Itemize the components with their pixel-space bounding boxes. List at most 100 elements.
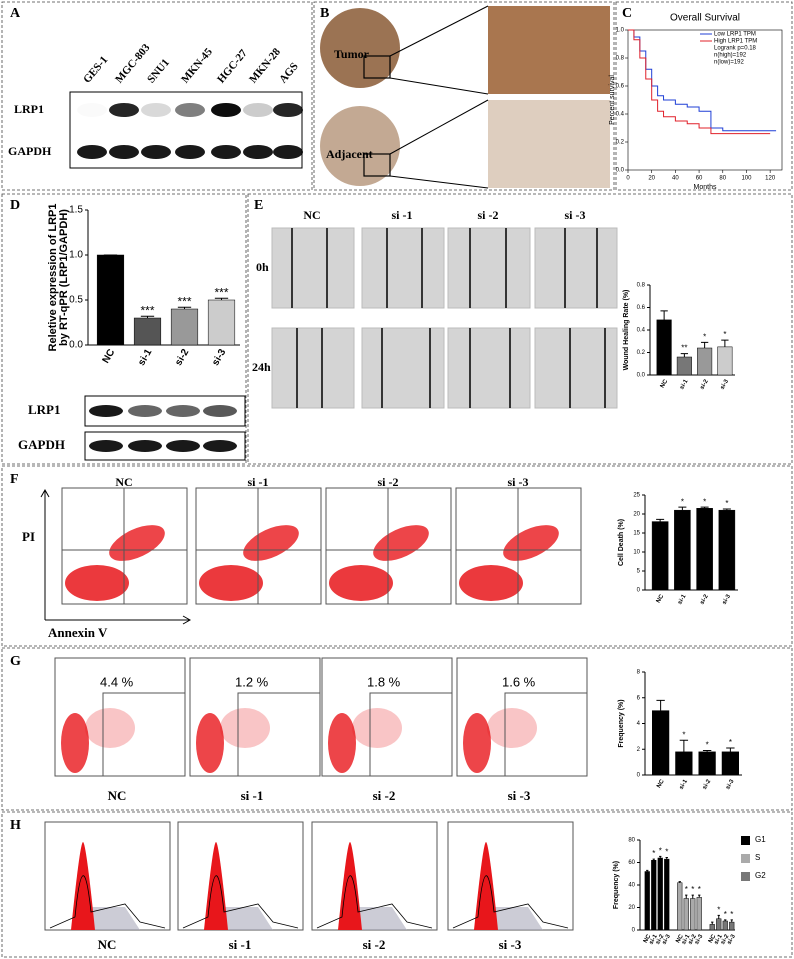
column-label: si -3 xyxy=(508,788,531,803)
error-bar xyxy=(722,508,731,511)
plot-frame xyxy=(627,29,783,171)
cell-cloud xyxy=(65,565,129,601)
y-tick-label: 0 xyxy=(637,588,641,594)
panel-border xyxy=(1,193,247,465)
annotation: n(high)=192 xyxy=(714,53,747,59)
significance: ** xyxy=(681,344,687,353)
x-tick-label: si-2 xyxy=(699,593,710,606)
bar xyxy=(657,857,663,931)
y-tick-label: 20 xyxy=(628,905,635,911)
band xyxy=(141,145,171,159)
row-label: LRP1 xyxy=(14,102,44,116)
histogram-line xyxy=(182,875,299,929)
band xyxy=(89,405,123,417)
significance: * xyxy=(729,738,732,747)
y-tick-label: 1.0 xyxy=(616,28,625,34)
y-axis-label: Wound Healing Rate (%) xyxy=(623,290,630,371)
significance: *** xyxy=(177,294,191,308)
lane-label: MKN-45 xyxy=(179,46,215,86)
legend-swatch xyxy=(741,854,750,863)
bar xyxy=(651,860,657,931)
bar xyxy=(709,924,715,931)
column-label: si -2 xyxy=(378,475,399,489)
bar xyxy=(717,346,733,376)
bar xyxy=(207,299,236,346)
x-tick-label: si-3 xyxy=(694,933,705,946)
y-tick-label: 0.6 xyxy=(637,305,646,311)
band xyxy=(128,440,162,452)
x-tick-label: si-3 xyxy=(726,933,737,946)
x-tick-label: si-3 xyxy=(210,347,228,368)
x-tick-label: si-3 xyxy=(720,378,731,391)
y-axis-label: Frequency (%) xyxy=(613,861,620,909)
error-bar xyxy=(652,858,655,861)
y-tick-label: 0.0 xyxy=(69,340,83,351)
bar xyxy=(652,710,670,776)
error-bar xyxy=(177,306,192,309)
error-bar xyxy=(717,914,720,919)
error-bar xyxy=(711,921,714,925)
wound-image xyxy=(534,227,618,309)
tissue-core xyxy=(320,106,400,186)
x-tick-label: 60 xyxy=(696,176,703,182)
column-label: si -3 xyxy=(508,475,529,489)
histogram-line xyxy=(49,875,166,929)
y-tick-label: 0.5 xyxy=(69,295,83,306)
zoom-box xyxy=(363,55,391,79)
y-tick-label: 4 xyxy=(637,721,641,727)
cell-cloud xyxy=(85,708,135,748)
significance: * xyxy=(703,497,706,506)
legend-label: G2 xyxy=(755,871,766,880)
band xyxy=(273,145,303,159)
bar xyxy=(696,508,713,591)
x-tick-label: NC xyxy=(656,593,666,604)
band xyxy=(203,405,237,417)
x-tick-label: si-3 xyxy=(661,933,672,946)
x-tick-label: NC xyxy=(643,933,653,944)
band xyxy=(141,103,171,117)
significance: * xyxy=(706,741,709,750)
gate-percent: 1.6 % xyxy=(502,674,536,689)
y-tick-label: 1.5 xyxy=(69,205,83,216)
legend-label: Low LRP1 TPM xyxy=(714,32,756,38)
column-label: si -2 xyxy=(478,208,499,222)
cell-cloud xyxy=(220,708,270,748)
histogram-g1 xyxy=(338,842,362,930)
error-bar xyxy=(702,750,712,752)
y-axis-label: by RT-qPR (LRP1/GAPDH) xyxy=(58,209,70,346)
bar xyxy=(675,751,693,776)
bar xyxy=(729,921,735,931)
gate xyxy=(504,692,588,777)
error-bar xyxy=(685,894,688,899)
error-bar xyxy=(730,919,733,923)
significance: * xyxy=(682,730,685,739)
y-tick-label: 8 xyxy=(637,670,641,676)
significance: * xyxy=(698,885,701,894)
tissue-core xyxy=(320,8,400,88)
x-tick-label: 20 xyxy=(648,176,655,182)
column-label: si -1 xyxy=(241,788,264,803)
y-tick-label: 80 xyxy=(628,838,635,844)
error-bar xyxy=(721,339,729,347)
x-axis-label: Months xyxy=(694,184,717,191)
column-label: NC xyxy=(303,208,320,222)
band xyxy=(211,103,241,117)
column-label: si -3 xyxy=(499,937,522,952)
error-bar xyxy=(680,353,689,357)
column-label: si -2 xyxy=(363,937,386,952)
band xyxy=(243,145,273,159)
panel-border xyxy=(247,193,793,465)
axis-arrow xyxy=(40,488,192,625)
bar xyxy=(722,920,728,931)
x-tick-label: NC xyxy=(660,378,670,389)
survival-line xyxy=(628,29,771,135)
y-axis-label: Reletive expression of LRP1 xyxy=(47,204,59,352)
column-label: NC xyxy=(108,788,127,803)
gate xyxy=(369,692,453,777)
x-tick-label: si-2 xyxy=(173,347,191,368)
band xyxy=(243,103,273,117)
cell-cloud xyxy=(503,525,559,561)
column-label: si -1 xyxy=(392,208,413,222)
wound-image xyxy=(361,227,445,309)
bar xyxy=(698,751,716,776)
